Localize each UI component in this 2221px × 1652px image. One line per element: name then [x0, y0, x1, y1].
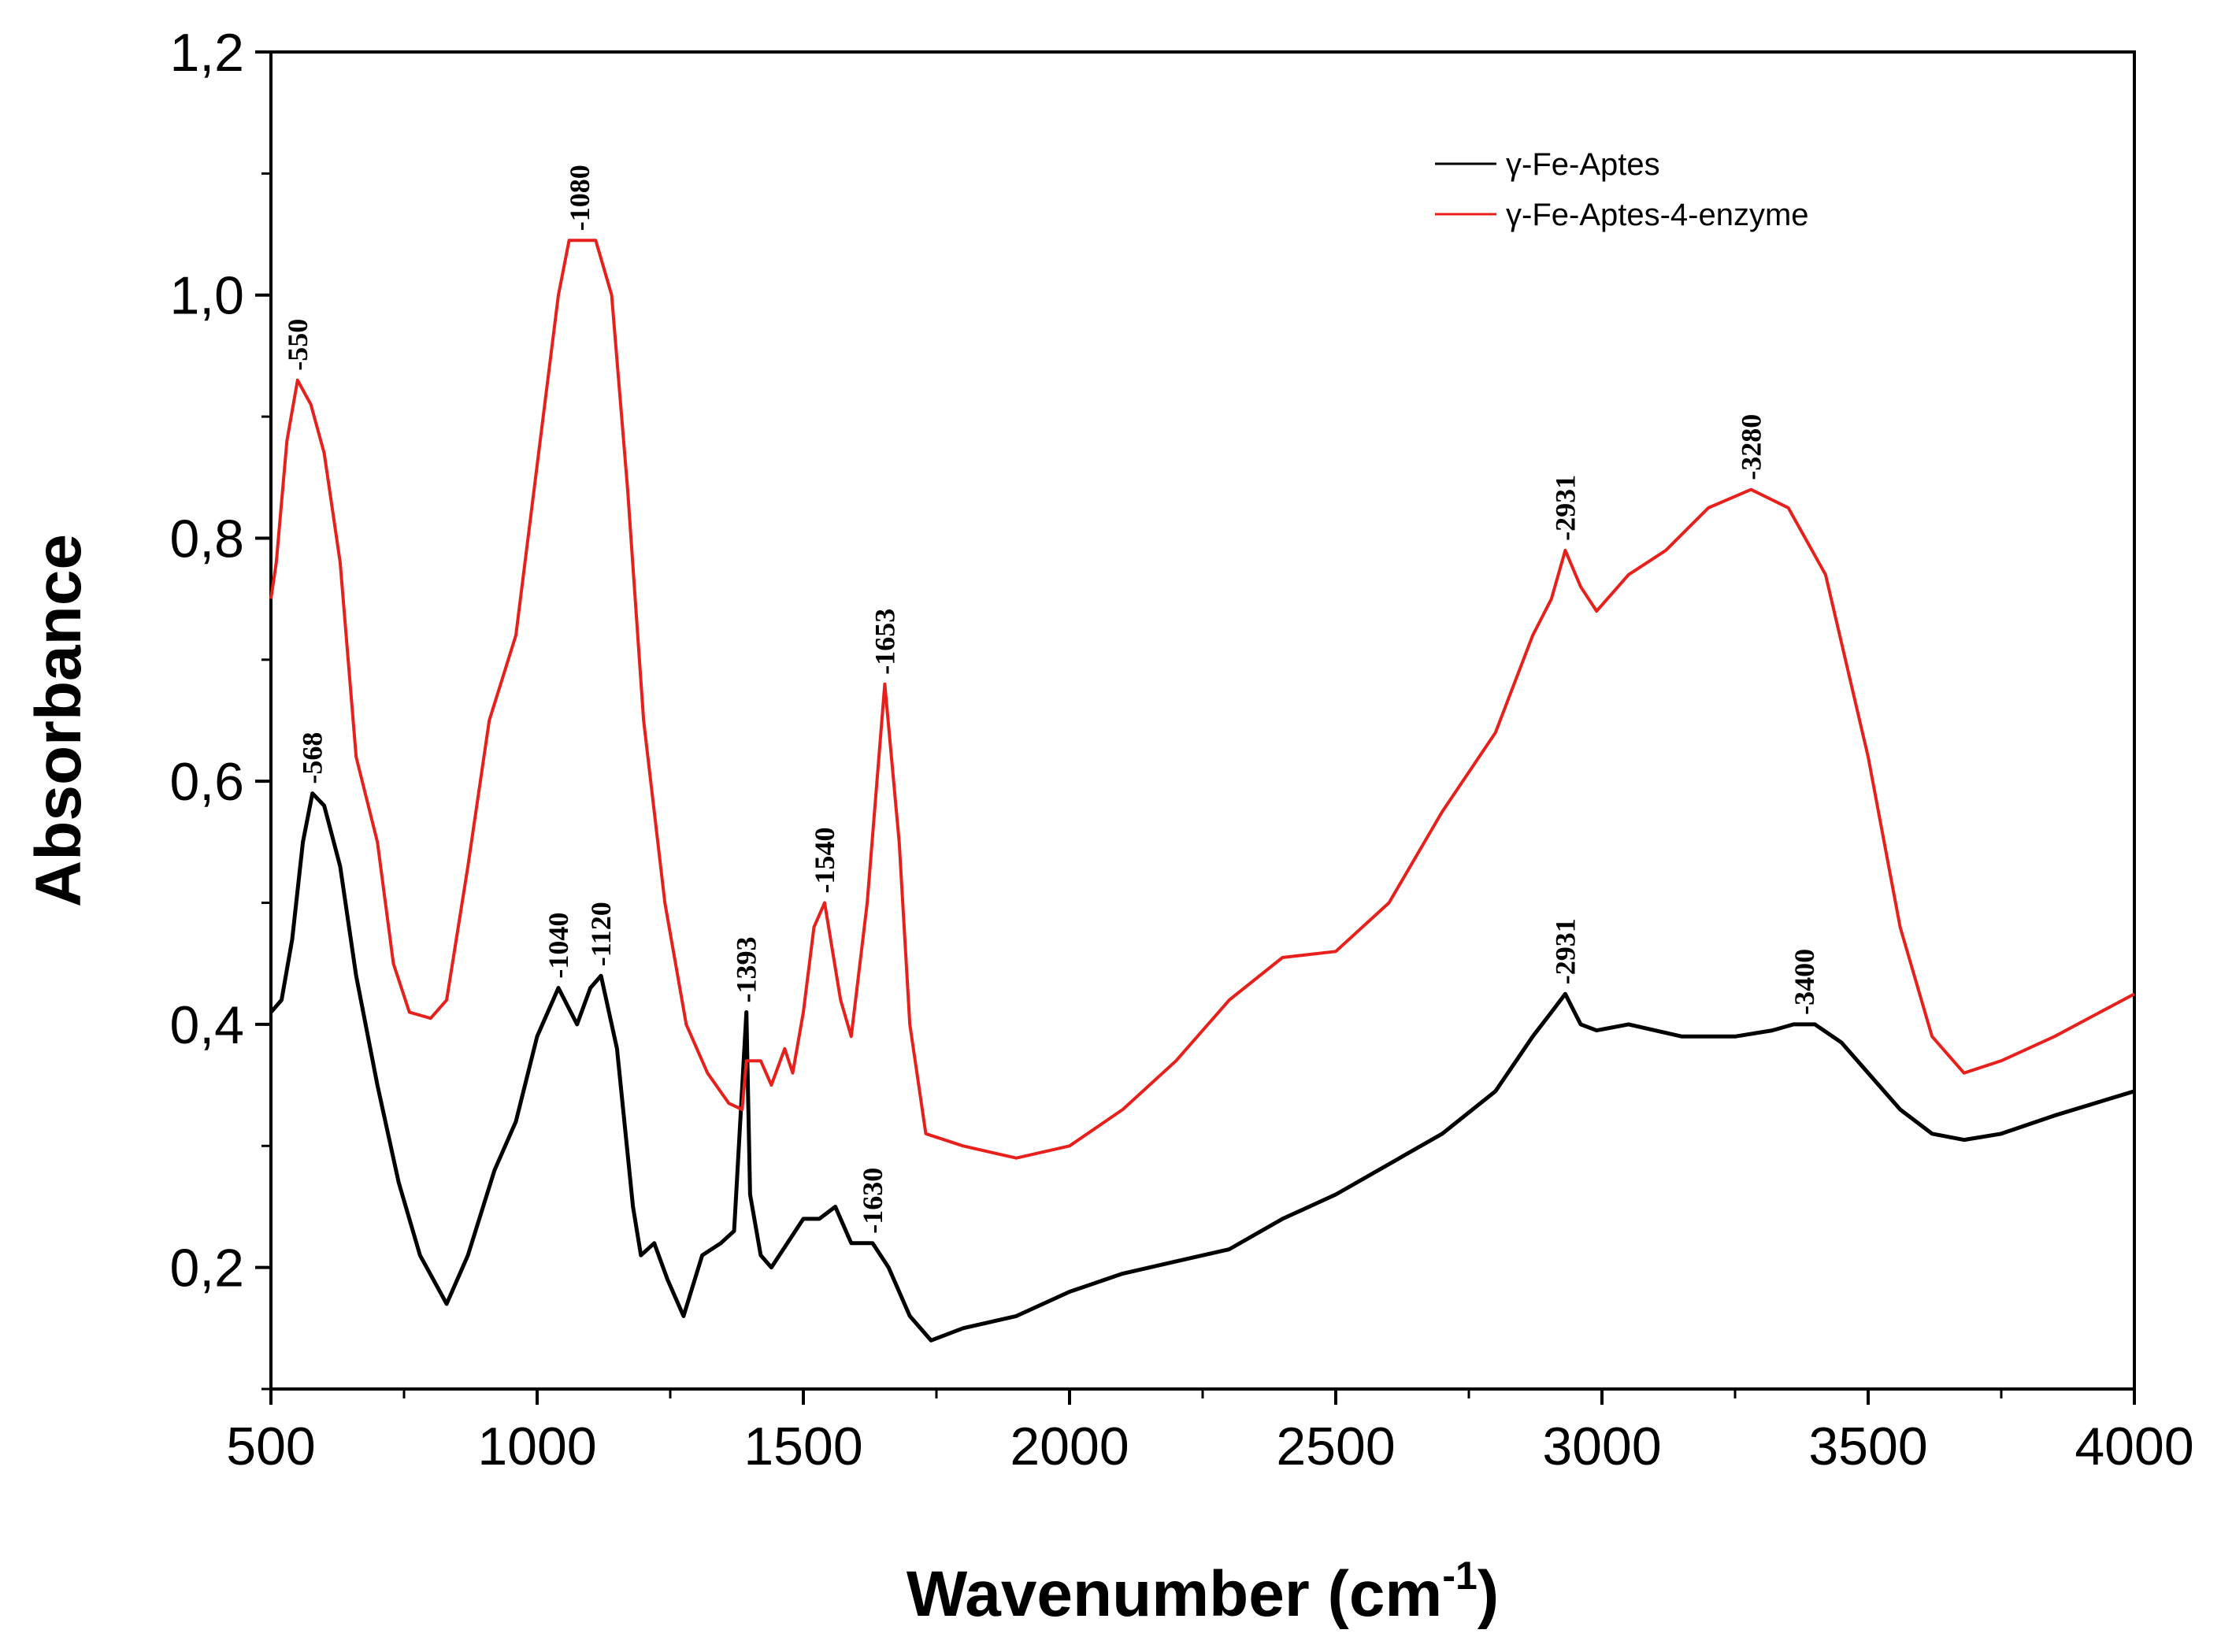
- x-tick-label: 3500: [1808, 1417, 1927, 1476]
- peak-label: -1630: [857, 1168, 888, 1234]
- plot-frame: [269, 50, 2136, 1391]
- y-tick-label: 0,2: [169, 1239, 244, 1298]
- x-tick-label: 1000: [477, 1417, 596, 1476]
- peak-label: -1080: [564, 165, 595, 231]
- x-tick-label: 2000: [1010, 1417, 1129, 1476]
- x-axis-title: Wavenumber (cm-1): [907, 1554, 1499, 1630]
- peak-label: -1393: [731, 937, 762, 1003]
- x-tick-label: 3000: [1542, 1417, 1661, 1476]
- y-tick-label: 0,4: [169, 995, 244, 1055]
- x-tick-label: 1500: [743, 1417, 862, 1476]
- x-tick-label: 2500: [1276, 1417, 1395, 1476]
- y-tick-label: 0,8: [169, 509, 244, 569]
- y-tick-label: 0,6: [169, 752, 244, 812]
- x-tick-label: 500: [226, 1417, 315, 1476]
- peak-label: -2931: [1549, 918, 1581, 984]
- series-layer: [269, 239, 2135, 1343]
- x-axis-title-superscript: -1: [1442, 1554, 1477, 1598]
- peak-label: -568: [297, 732, 328, 784]
- peak-label: -550: [282, 319, 313, 371]
- peak-label: -1120: [585, 902, 617, 966]
- x-axis-title-close: ): [1478, 1558, 1499, 1630]
- peak-annotations: -550 -1080 -1540 -1653 -2931 -3280 -568 -1040 -1…: [282, 165, 1820, 1234]
- y-axis-ticks: 0,2 0,4 0,6 0,8 1,0 1,2: [169, 23, 271, 1391]
- x-tick-label: 4000: [2075, 1417, 2193, 1476]
- x-axis-ticks: 500 1000 1500 2000 2500 3000 3500 4000: [226, 1389, 2194, 1476]
- legend-label-series-2: γ-Fe-Aptes-4-enzyme: [1506, 198, 1809, 232]
- legend: γ-Fe-Aptes γ-Fe-Aptes-4-enzyme: [1435, 147, 1809, 232]
- y-axis-title: Absorbance: [23, 534, 95, 907]
- y-tick-label: 1,0: [169, 266, 244, 326]
- peak-label: -2931: [1549, 475, 1581, 541]
- peak-label: -3400: [1789, 949, 1820, 1015]
- legend-label-series-1: γ-Fe-Aptes: [1506, 147, 1660, 182]
- series-line-2: [269, 239, 2135, 1160]
- peak-label: -1040: [543, 913, 574, 979]
- y-tick-label: 1,2: [169, 23, 244, 83]
- peak-label: -3280: [1735, 414, 1767, 480]
- peak-label: -1653: [869, 609, 900, 675]
- series-line-1: [269, 791, 2135, 1343]
- peak-label: -1540: [809, 828, 840, 894]
